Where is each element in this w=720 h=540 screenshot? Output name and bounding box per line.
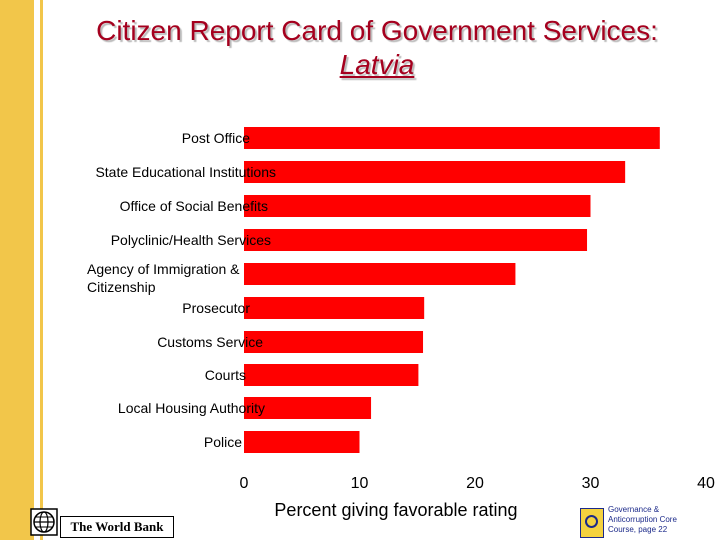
title-line2: Latvia bbox=[339, 49, 415, 80]
x-tick-label-3: 30 bbox=[582, 475, 600, 492]
category-label-2: Office of Social Benefits bbox=[120, 198, 268, 214]
bar-6 bbox=[244, 331, 424, 353]
category-label-6: Customs Service bbox=[157, 334, 263, 350]
category-label-0: Post Office bbox=[182, 130, 250, 146]
x-tick-label-2: 20 bbox=[466, 475, 484, 492]
course-footer-text: Governance & Anticorruption Core Course,… bbox=[608, 505, 718, 535]
title-line1: Citizen Report Card of Government Servic… bbox=[96, 15, 658, 46]
bar-9 bbox=[244, 431, 360, 453]
bar-8 bbox=[244, 397, 372, 419]
category-label-9: Police bbox=[204, 434, 242, 450]
world-bank-logo: The World Bank bbox=[30, 508, 175, 538]
footer-line2: Anticorruption Core bbox=[608, 515, 677, 524]
footer-line1: Governance & bbox=[608, 505, 660, 514]
side-accent-bar bbox=[0, 0, 34, 540]
bar-4 bbox=[244, 263, 516, 285]
bar-3 bbox=[244, 229, 588, 251]
bar-5 bbox=[244, 297, 425, 319]
side-accent-line bbox=[40, 0, 43, 540]
bar-7 bbox=[244, 364, 419, 386]
bar-1 bbox=[244, 161, 626, 183]
category-label-3: Polyclinic/Health Services bbox=[111, 232, 271, 248]
course-emblem-icon bbox=[580, 508, 604, 538]
globe-icon bbox=[30, 508, 58, 536]
bar-2 bbox=[244, 195, 591, 217]
category-label-8: Local Housing Authority bbox=[118, 400, 265, 416]
category-label-5: Prosecutor bbox=[182, 300, 250, 316]
world-bank-text: The World Bank bbox=[60, 516, 174, 538]
page-title: Citizen Report Card of Government Servic… bbox=[34, 14, 720, 82]
footer-line3: Course, page 22 bbox=[608, 525, 668, 534]
bar-chart: Post Office State Educational Institution… bbox=[87, 127, 715, 492]
category-label-1: State Educational Institutions bbox=[95, 164, 276, 180]
x-tick-label-1: 10 bbox=[351, 475, 369, 492]
x-tick-label-0: 0 bbox=[240, 475, 249, 492]
course-footer: Governance & Anticorruption Core Course,… bbox=[580, 505, 720, 540]
category-label-7: Courts bbox=[205, 367, 246, 383]
x-tick-label-4: 40 bbox=[697, 475, 715, 492]
category-label-4: Agency of Immigration & Citizenship bbox=[87, 261, 240, 295]
x-axis-label: Percent giving favorable rating bbox=[274, 500, 518, 520]
bar-0 bbox=[244, 127, 660, 149]
